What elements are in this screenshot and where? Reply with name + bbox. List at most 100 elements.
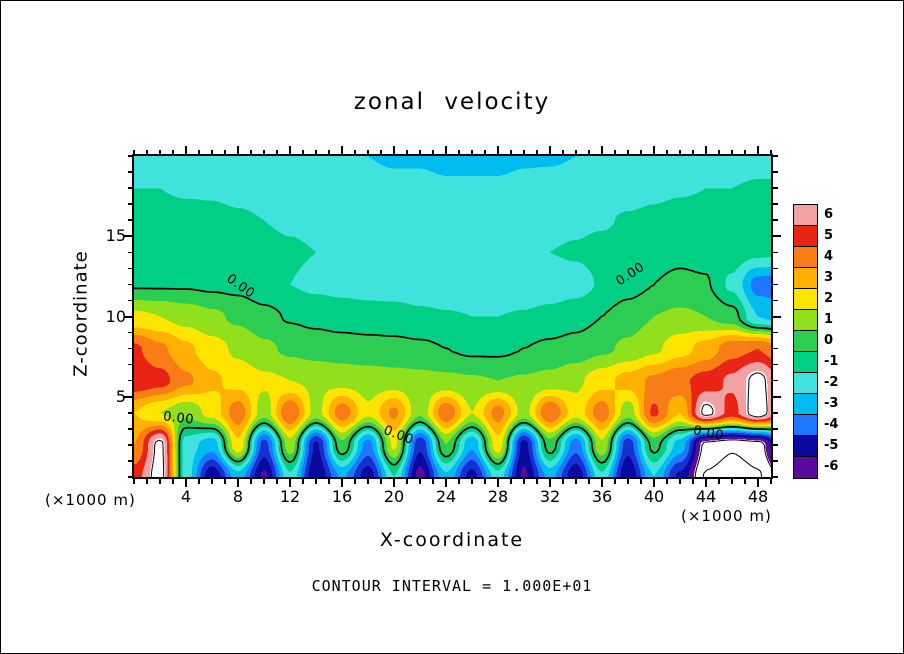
colorbar-cell [794, 205, 817, 226]
colorbar-cell [794, 310, 817, 331]
x-axis-tick [198, 479, 200, 484]
x-axis-tick [315, 149, 317, 154]
colorbar-tick-label: 0 [824, 332, 834, 348]
x-axis-tick [679, 149, 681, 154]
colorbar-cell [794, 457, 817, 478]
x-axis-tick [354, 479, 356, 484]
y-axis-tick [127, 444, 132, 446]
colorbar-tick-label: -3 [824, 395, 839, 411]
y-axis-tick [127, 428, 132, 430]
x-axis-tick [471, 479, 473, 484]
x-axis-tick [250, 149, 252, 154]
x-axis-tick [744, 479, 746, 484]
x-axis-tick [770, 149, 772, 154]
x-axis-tick [575, 149, 577, 154]
x-axis-tick [341, 146, 343, 154]
x-axis-tick [237, 479, 239, 487]
x-tick-label: 36 [591, 487, 613, 506]
x-axis-tick [770, 479, 772, 484]
x-axis-tick [601, 146, 603, 154]
x-axis-tick [250, 479, 252, 484]
x-axis-tick [432, 479, 434, 484]
y-axis-tick [773, 299, 778, 302]
x-axis-tick [393, 146, 395, 154]
colorbar-tick-label: 4 [824, 248, 834, 264]
x-axis-tick [692, 479, 694, 484]
y-axis-tick [127, 267, 132, 270]
x-axis-tick [484, 479, 486, 484]
colorbar-tick-label: 3 [824, 269, 834, 285]
colorbar-tick-label: -1 [824, 353, 839, 369]
x-axis-tick [562, 479, 564, 484]
x-tick-label: 16 [331, 487, 353, 506]
colorbar-cell [794, 331, 817, 352]
x-axis-tick [224, 149, 226, 154]
x-axis-tick [757, 146, 759, 154]
x-tick-label: 40 [643, 487, 665, 506]
x-axis-tick [731, 149, 733, 154]
x-axis-tick [653, 479, 655, 487]
y-axis-tick [773, 171, 778, 173]
y-axis-tick [127, 203, 132, 205]
x-axis-tick [627, 149, 629, 154]
x-axis-tick [497, 146, 499, 154]
x-axis-tick [406, 479, 408, 484]
x-axis-tick [692, 149, 694, 154]
y-axis-tick [127, 331, 132, 334]
x-axis-tick [640, 149, 642, 154]
x-axis-tick [484, 149, 486, 154]
x-axis-tick [276, 479, 278, 484]
x-axis-tick [133, 149, 135, 154]
colorbar-tick-label: -4 [824, 416, 839, 432]
x-axis-tick [705, 146, 707, 154]
x-axis-tick [146, 479, 148, 484]
y-axis-tick [773, 444, 778, 446]
y-axis-tick [127, 187, 132, 189]
x-tick-label: 8 [232, 487, 244, 506]
x-axis-tick [328, 479, 330, 484]
x-tick-label: 12 [279, 487, 301, 506]
x-axis-tick [419, 479, 421, 484]
y-axis-tick [773, 363, 778, 366]
x-tick-label: 20 [383, 487, 405, 506]
x-axis-tick [549, 479, 551, 487]
x-axis-tick [536, 149, 538, 154]
colorbar-cell [794, 436, 817, 457]
x-axis-tick [536, 479, 538, 484]
y-axis-label: Z-coordinate [70, 250, 92, 377]
colorbar-cell [794, 226, 817, 247]
x-axis-tick [172, 479, 174, 484]
x-axis-tick [159, 149, 161, 154]
y-axis-tick [127, 283, 132, 286]
x-axis-tick [289, 146, 291, 154]
x-axis-tick [211, 479, 213, 484]
y-axis-tick [773, 219, 778, 221]
y-axis-tick [127, 412, 132, 414]
x-tick-label: 48 [747, 487, 769, 506]
x-axis-tick [640, 479, 642, 484]
x-axis-tick [380, 479, 382, 484]
y-axis-tick [773, 267, 778, 270]
y-axis-tick [127, 299, 132, 302]
chart-title: zonal velocity [353, 89, 551, 115]
x-axis-tick [419, 149, 421, 154]
contour-plot-canvas [134, 156, 771, 477]
y-tick-label: 10 [105, 306, 126, 326]
x-axis-tick [406, 149, 408, 154]
colorbar-tick-label: -2 [824, 374, 839, 390]
colorbar-tick-label: -5 [824, 437, 839, 453]
y-axis-tick [127, 219, 132, 221]
x-axis-tick [744, 149, 746, 154]
x-axis-tick [367, 149, 369, 154]
x-axis-tick [718, 149, 720, 154]
x-axis-tick [146, 149, 148, 154]
y-axis-tick [773, 347, 778, 350]
x-axis-tick [471, 149, 473, 154]
x-axis-tick [458, 479, 460, 484]
x-axis-tick [133, 479, 135, 484]
x-axis-tick [211, 149, 213, 154]
y-axis-tick [773, 331, 778, 334]
x-axis-tick [562, 149, 564, 154]
y-axis-tick [127, 460, 132, 462]
x-axis-tick [224, 479, 226, 484]
